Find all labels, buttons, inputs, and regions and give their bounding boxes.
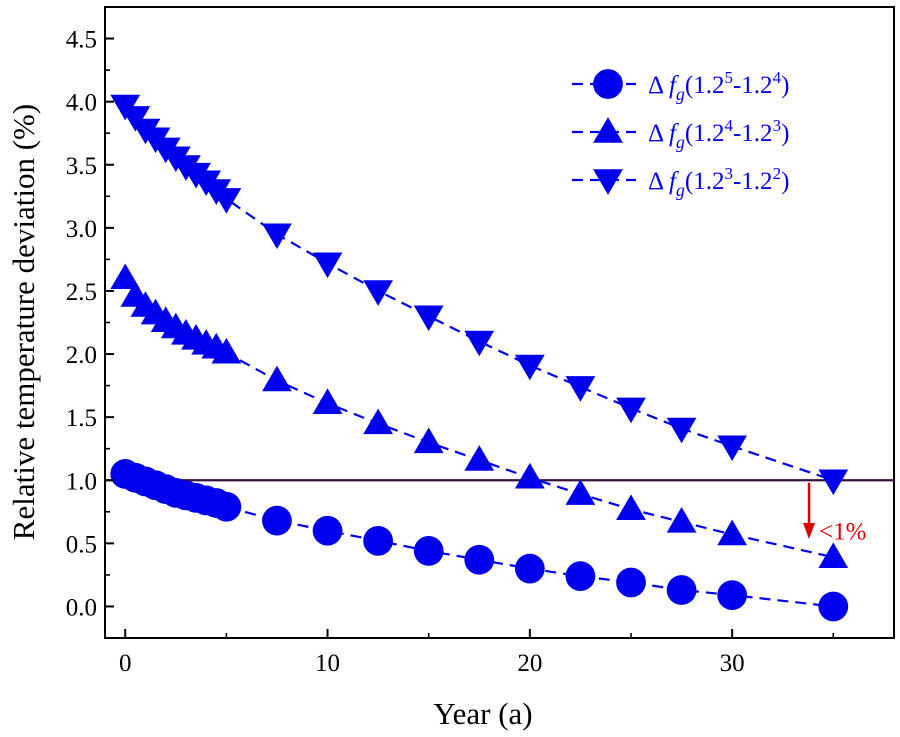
legend-marker [593,169,623,195]
x-tick-label: 20 [517,650,542,677]
data-point [717,435,748,462]
annotation-layer: <1% [803,482,866,546]
data-point [565,561,596,592]
legend-entry: Δ fg(1.24-1.23) [572,116,789,152]
data-point [211,188,242,214]
series-line [124,104,834,482]
y-tick-label: 2.5 [66,279,97,306]
x-tick-label: 0 [119,650,132,677]
data-point [818,542,849,568]
data-point [666,575,697,605]
series-2 [110,263,849,568]
y-tick-label: 3.5 [66,153,97,180]
data-point [363,280,393,306]
data-point [262,365,292,392]
data-point [464,445,495,471]
data-point [616,397,646,424]
y-tick-label: 0.0 [66,594,97,621]
data-point [262,505,292,536]
data-point [666,417,697,444]
data-point [818,469,849,496]
series-1 [110,459,849,622]
x-tick-label: 10 [315,650,340,677]
annotation-text: <1% [819,519,866,546]
data-point [464,544,495,575]
data-point [666,507,697,533]
data-point [413,305,444,332]
data-point [514,462,545,489]
y-tick-label: 1.0 [66,468,97,495]
legend-label: Δ fg(1.25-1.24) [648,68,789,104]
axes-layer: 0.0 0.5 1.0 1.5 2.0 2.5 3.0 3.5 4.0 4.5 0 10 20 30 [66,27,835,677]
data-point [565,376,596,402]
y-tick-label: 4.5 [66,27,97,54]
data-point [413,536,444,566]
data-point [312,252,343,279]
legend: Δ fg(1.25-1.24) Δ fg(1.24-1.23) Δ fg(1.23-… [572,68,789,200]
data-point [818,591,849,622]
legend-entry: Δ fg(1.25-1.24) [572,68,789,104]
x-axis-title: Year (a) [433,696,532,731]
series-3 [110,94,849,496]
data-point [262,223,292,250]
legend-label: Δ fg(1.24-1.23) [648,116,789,152]
data-point [312,388,343,414]
data-point [717,580,748,610]
data-point [616,494,646,520]
data-point [514,553,545,584]
legend-label: Δ fg(1.23-1.22) [648,164,789,200]
y-tick-label: 0.5 [66,531,97,558]
data-point [363,525,393,556]
series-layer [105,94,894,622]
data-point [565,479,596,505]
legend-entry: Δ fg(1.23-1.22) [572,164,789,200]
data-point [110,263,141,290]
data-point [717,519,748,546]
annotation-arrow-head [803,523,816,540]
y-tick-label: 3.0 [66,216,97,243]
x-tick-label: 30 [720,650,745,677]
data-point [312,515,343,546]
data-point [514,354,545,381]
y-axis-title: Relative temperature deviation (%) [6,104,41,540]
data-point [211,337,242,364]
data-point [413,427,444,454]
data-point [211,491,242,522]
y-tick-label: 2.0 [66,342,97,369]
legend-marker [593,117,623,143]
data-point [464,330,495,357]
y-tick-label: 1.5 [66,405,97,432]
data-point [616,567,646,598]
y-tick-label: 4.0 [66,90,97,117]
legend-marker [593,69,623,99]
data-point [363,408,393,435]
